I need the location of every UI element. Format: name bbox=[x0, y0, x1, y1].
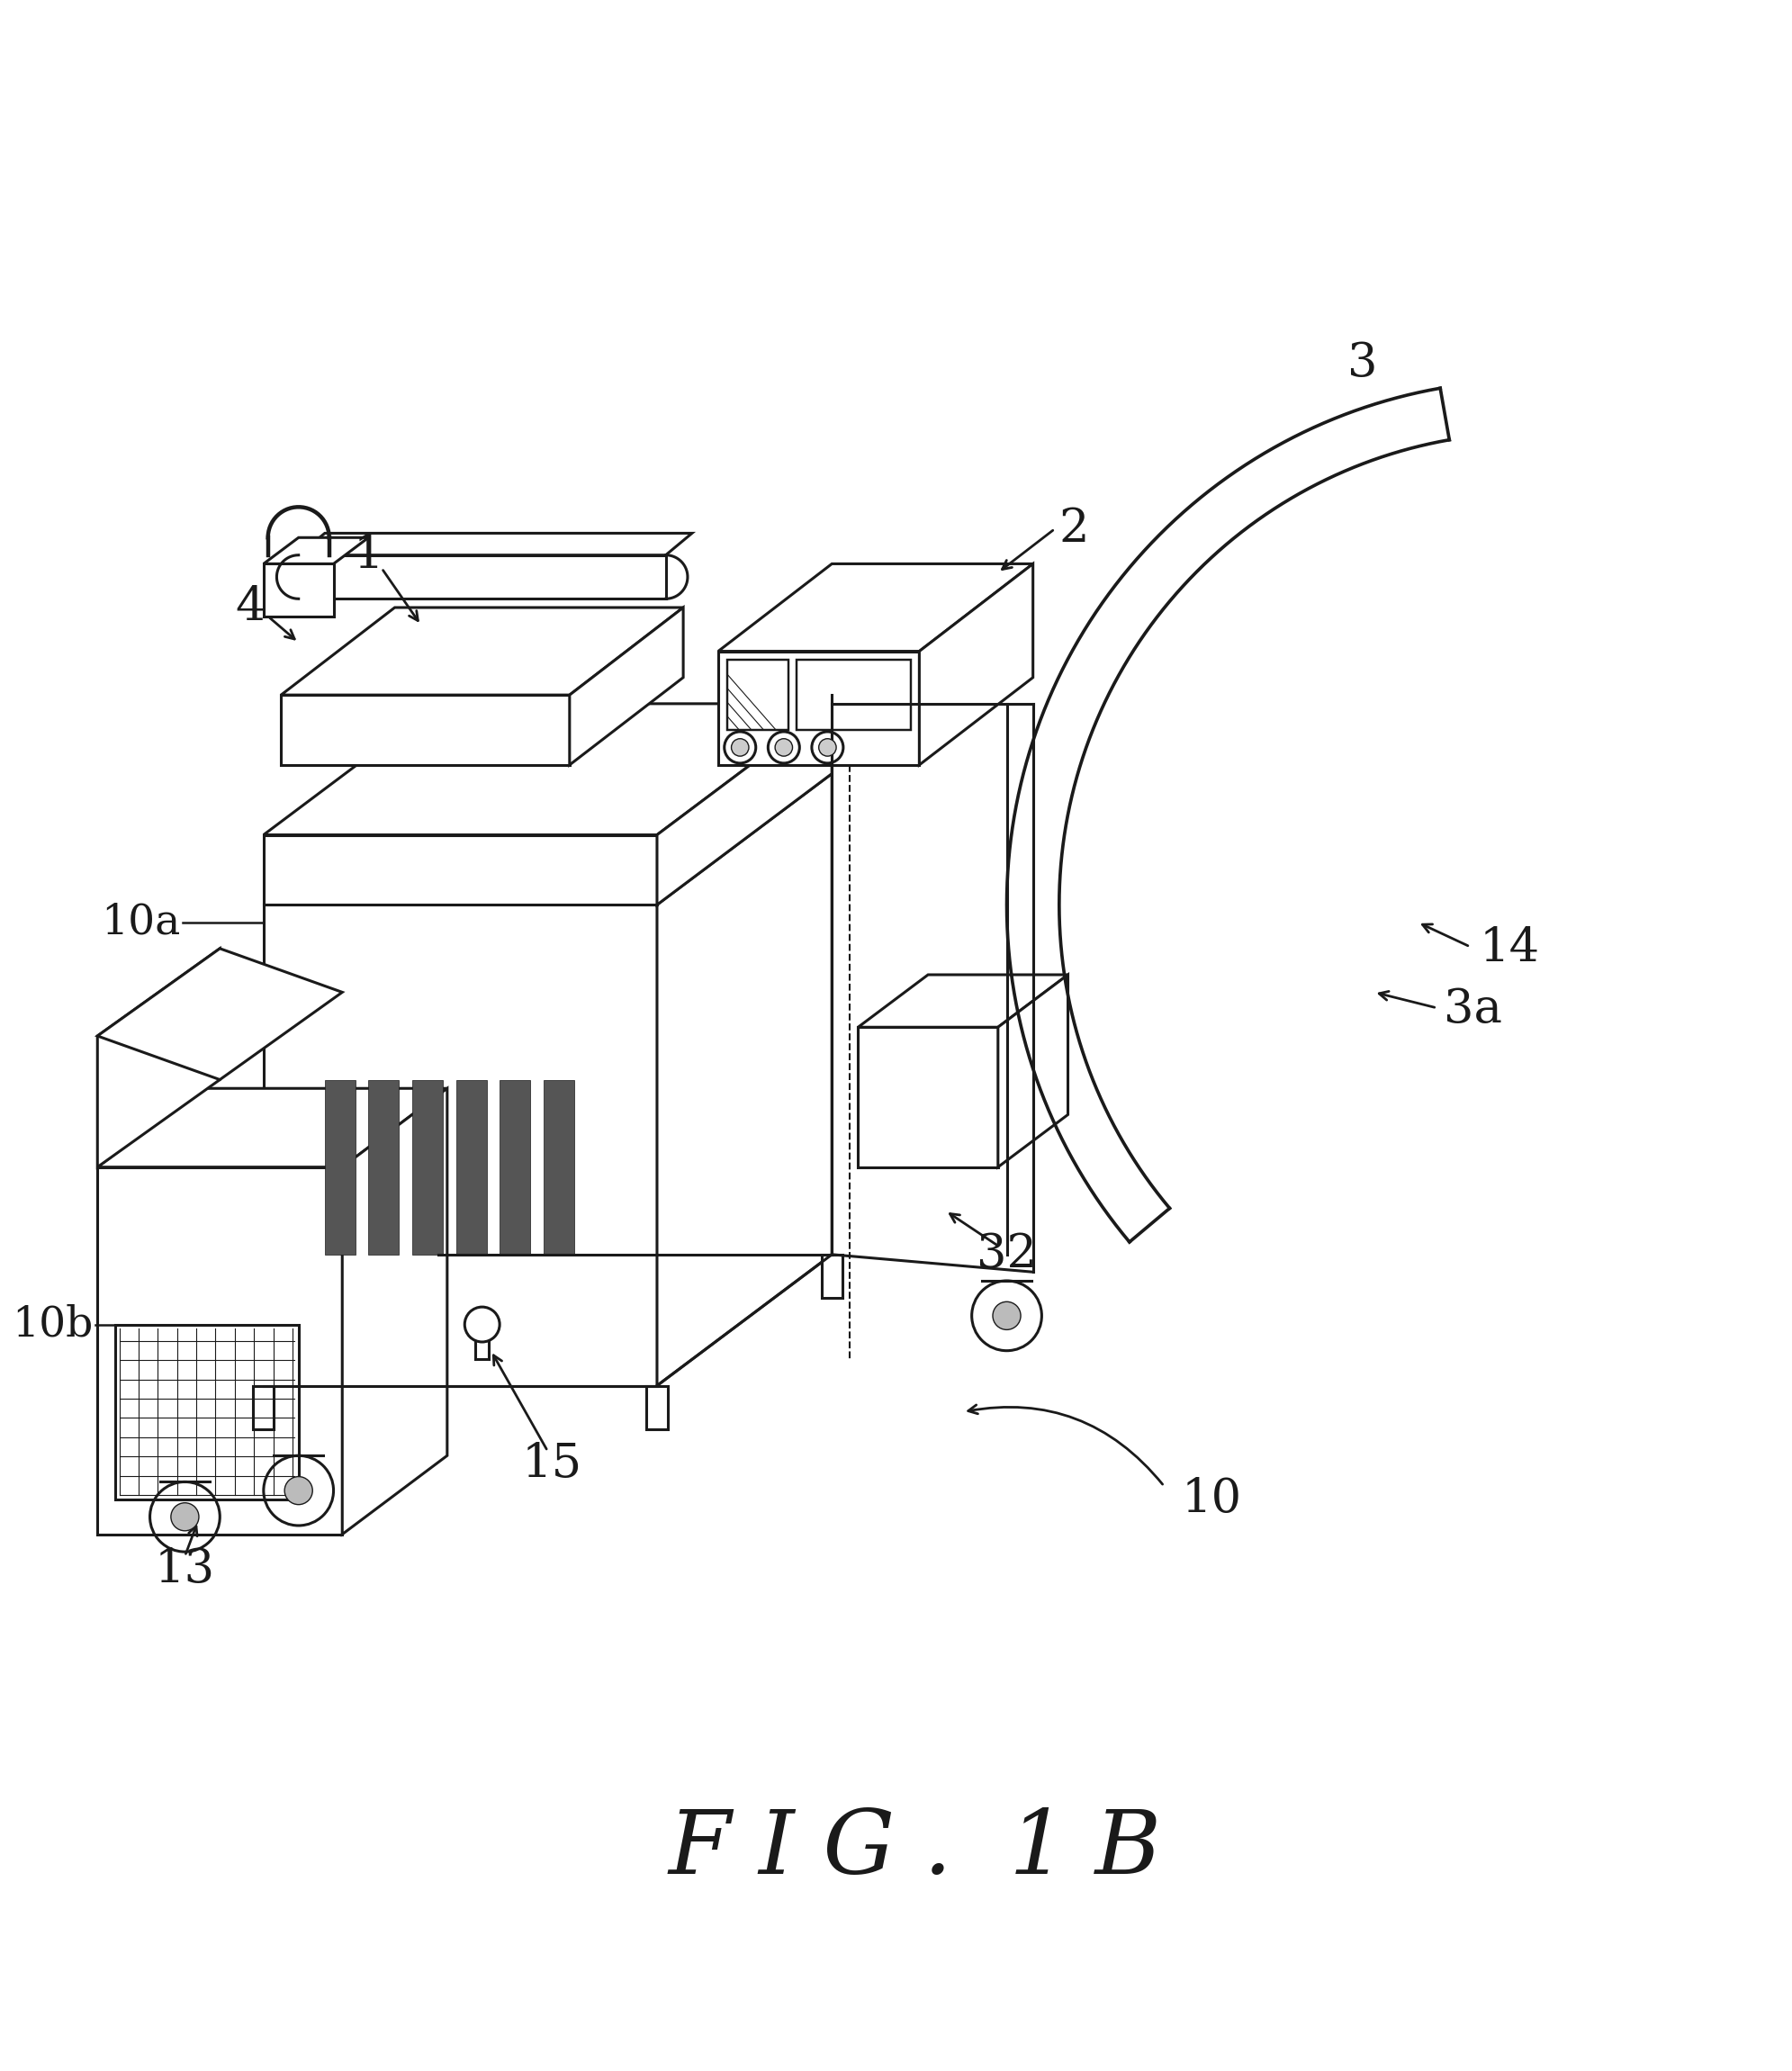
Text: 2: 2 bbox=[1059, 505, 1090, 551]
Polygon shape bbox=[998, 975, 1068, 1168]
Circle shape bbox=[285, 1477, 312, 1504]
Text: 4: 4 bbox=[235, 584, 265, 630]
Polygon shape bbox=[97, 949, 220, 1168]
Circle shape bbox=[819, 739, 837, 756]
Polygon shape bbox=[412, 1079, 443, 1255]
Polygon shape bbox=[455, 1079, 486, 1255]
Polygon shape bbox=[821, 1255, 842, 1299]
Polygon shape bbox=[299, 532, 692, 555]
Polygon shape bbox=[658, 775, 831, 1385]
Polygon shape bbox=[263, 704, 831, 835]
Polygon shape bbox=[719, 650, 919, 764]
Polygon shape bbox=[342, 1089, 448, 1535]
Polygon shape bbox=[263, 835, 658, 905]
Polygon shape bbox=[797, 661, 910, 729]
Text: 15: 15 bbox=[521, 1441, 582, 1487]
Polygon shape bbox=[115, 1325, 299, 1499]
Text: 10: 10 bbox=[1181, 1477, 1242, 1522]
Polygon shape bbox=[253, 1385, 274, 1429]
Text: 1: 1 bbox=[353, 532, 383, 578]
Text: 3: 3 bbox=[1348, 340, 1378, 385]
Text: 10a: 10a bbox=[100, 901, 181, 942]
Polygon shape bbox=[658, 704, 831, 905]
Text: F I G .  1 B: F I G . 1 B bbox=[668, 1806, 1161, 1893]
Circle shape bbox=[993, 1303, 1021, 1330]
Polygon shape bbox=[369, 1079, 400, 1255]
Text: 32: 32 bbox=[977, 1232, 1038, 1278]
Polygon shape bbox=[281, 696, 570, 764]
Polygon shape bbox=[500, 1079, 530, 1255]
Polygon shape bbox=[263, 775, 831, 905]
Polygon shape bbox=[263, 905, 658, 1385]
Polygon shape bbox=[647, 1385, 667, 1429]
Polygon shape bbox=[728, 661, 788, 729]
Polygon shape bbox=[570, 607, 683, 764]
Circle shape bbox=[170, 1504, 199, 1530]
Text: 13: 13 bbox=[154, 1547, 215, 1593]
Polygon shape bbox=[299, 555, 667, 599]
Polygon shape bbox=[543, 1079, 573, 1255]
Polygon shape bbox=[97, 1168, 342, 1535]
Polygon shape bbox=[719, 563, 1032, 650]
Polygon shape bbox=[858, 1027, 998, 1168]
Circle shape bbox=[776, 739, 792, 756]
Circle shape bbox=[731, 739, 749, 756]
Polygon shape bbox=[263, 538, 369, 563]
Polygon shape bbox=[97, 949, 342, 1079]
Text: 14: 14 bbox=[1478, 926, 1539, 971]
Polygon shape bbox=[919, 563, 1032, 764]
Text: 10b: 10b bbox=[13, 1305, 93, 1344]
Polygon shape bbox=[858, 975, 1068, 1027]
Polygon shape bbox=[281, 607, 683, 696]
Text: 3a: 3a bbox=[1444, 986, 1502, 1033]
Polygon shape bbox=[324, 1079, 355, 1255]
Polygon shape bbox=[263, 563, 333, 617]
Polygon shape bbox=[97, 1089, 448, 1168]
